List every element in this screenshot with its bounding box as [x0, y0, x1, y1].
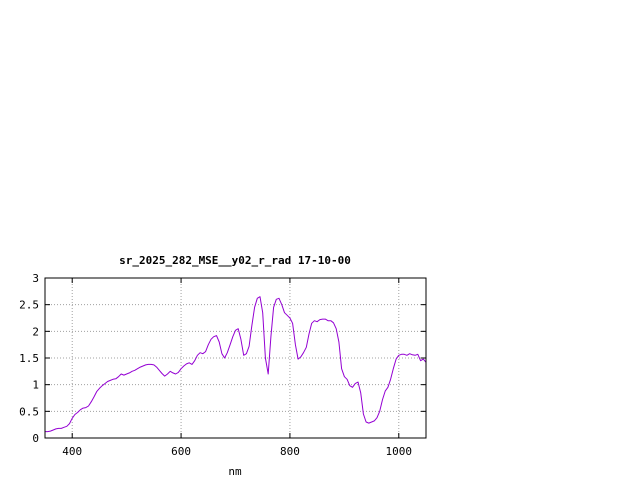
x-tick-label: 400	[62, 445, 82, 458]
series-layer	[45, 296, 427, 433]
y-tick-label: 0.5	[19, 405, 39, 418]
y-tick-label: 3	[32, 272, 39, 285]
x-tick-label: 600	[171, 445, 191, 458]
y-axis: 0 0.5 1 1.5 2 2.5 3	[19, 272, 426, 445]
series-line	[45, 296, 427, 433]
grid-lines	[45, 278, 426, 438]
y-tick-label: 2	[32, 325, 39, 338]
y-tick-label: 1	[32, 379, 39, 392]
chart-title: sr_2025_282_MSE__y02_r_rad 17-10-00	[119, 254, 351, 267]
y-tick-label: 2.5	[19, 299, 39, 312]
x-tick-label: 1000	[386, 445, 413, 458]
plot-frame	[44, 277, 427, 439]
x-axis-label: nm	[228, 465, 242, 478]
y-tick-label: 0	[32, 432, 39, 445]
y-tick-label: 1.5	[19, 352, 39, 365]
x-axis: 400 600 800 1000	[62, 278, 412, 458]
x-tick-label: 800	[280, 445, 300, 458]
